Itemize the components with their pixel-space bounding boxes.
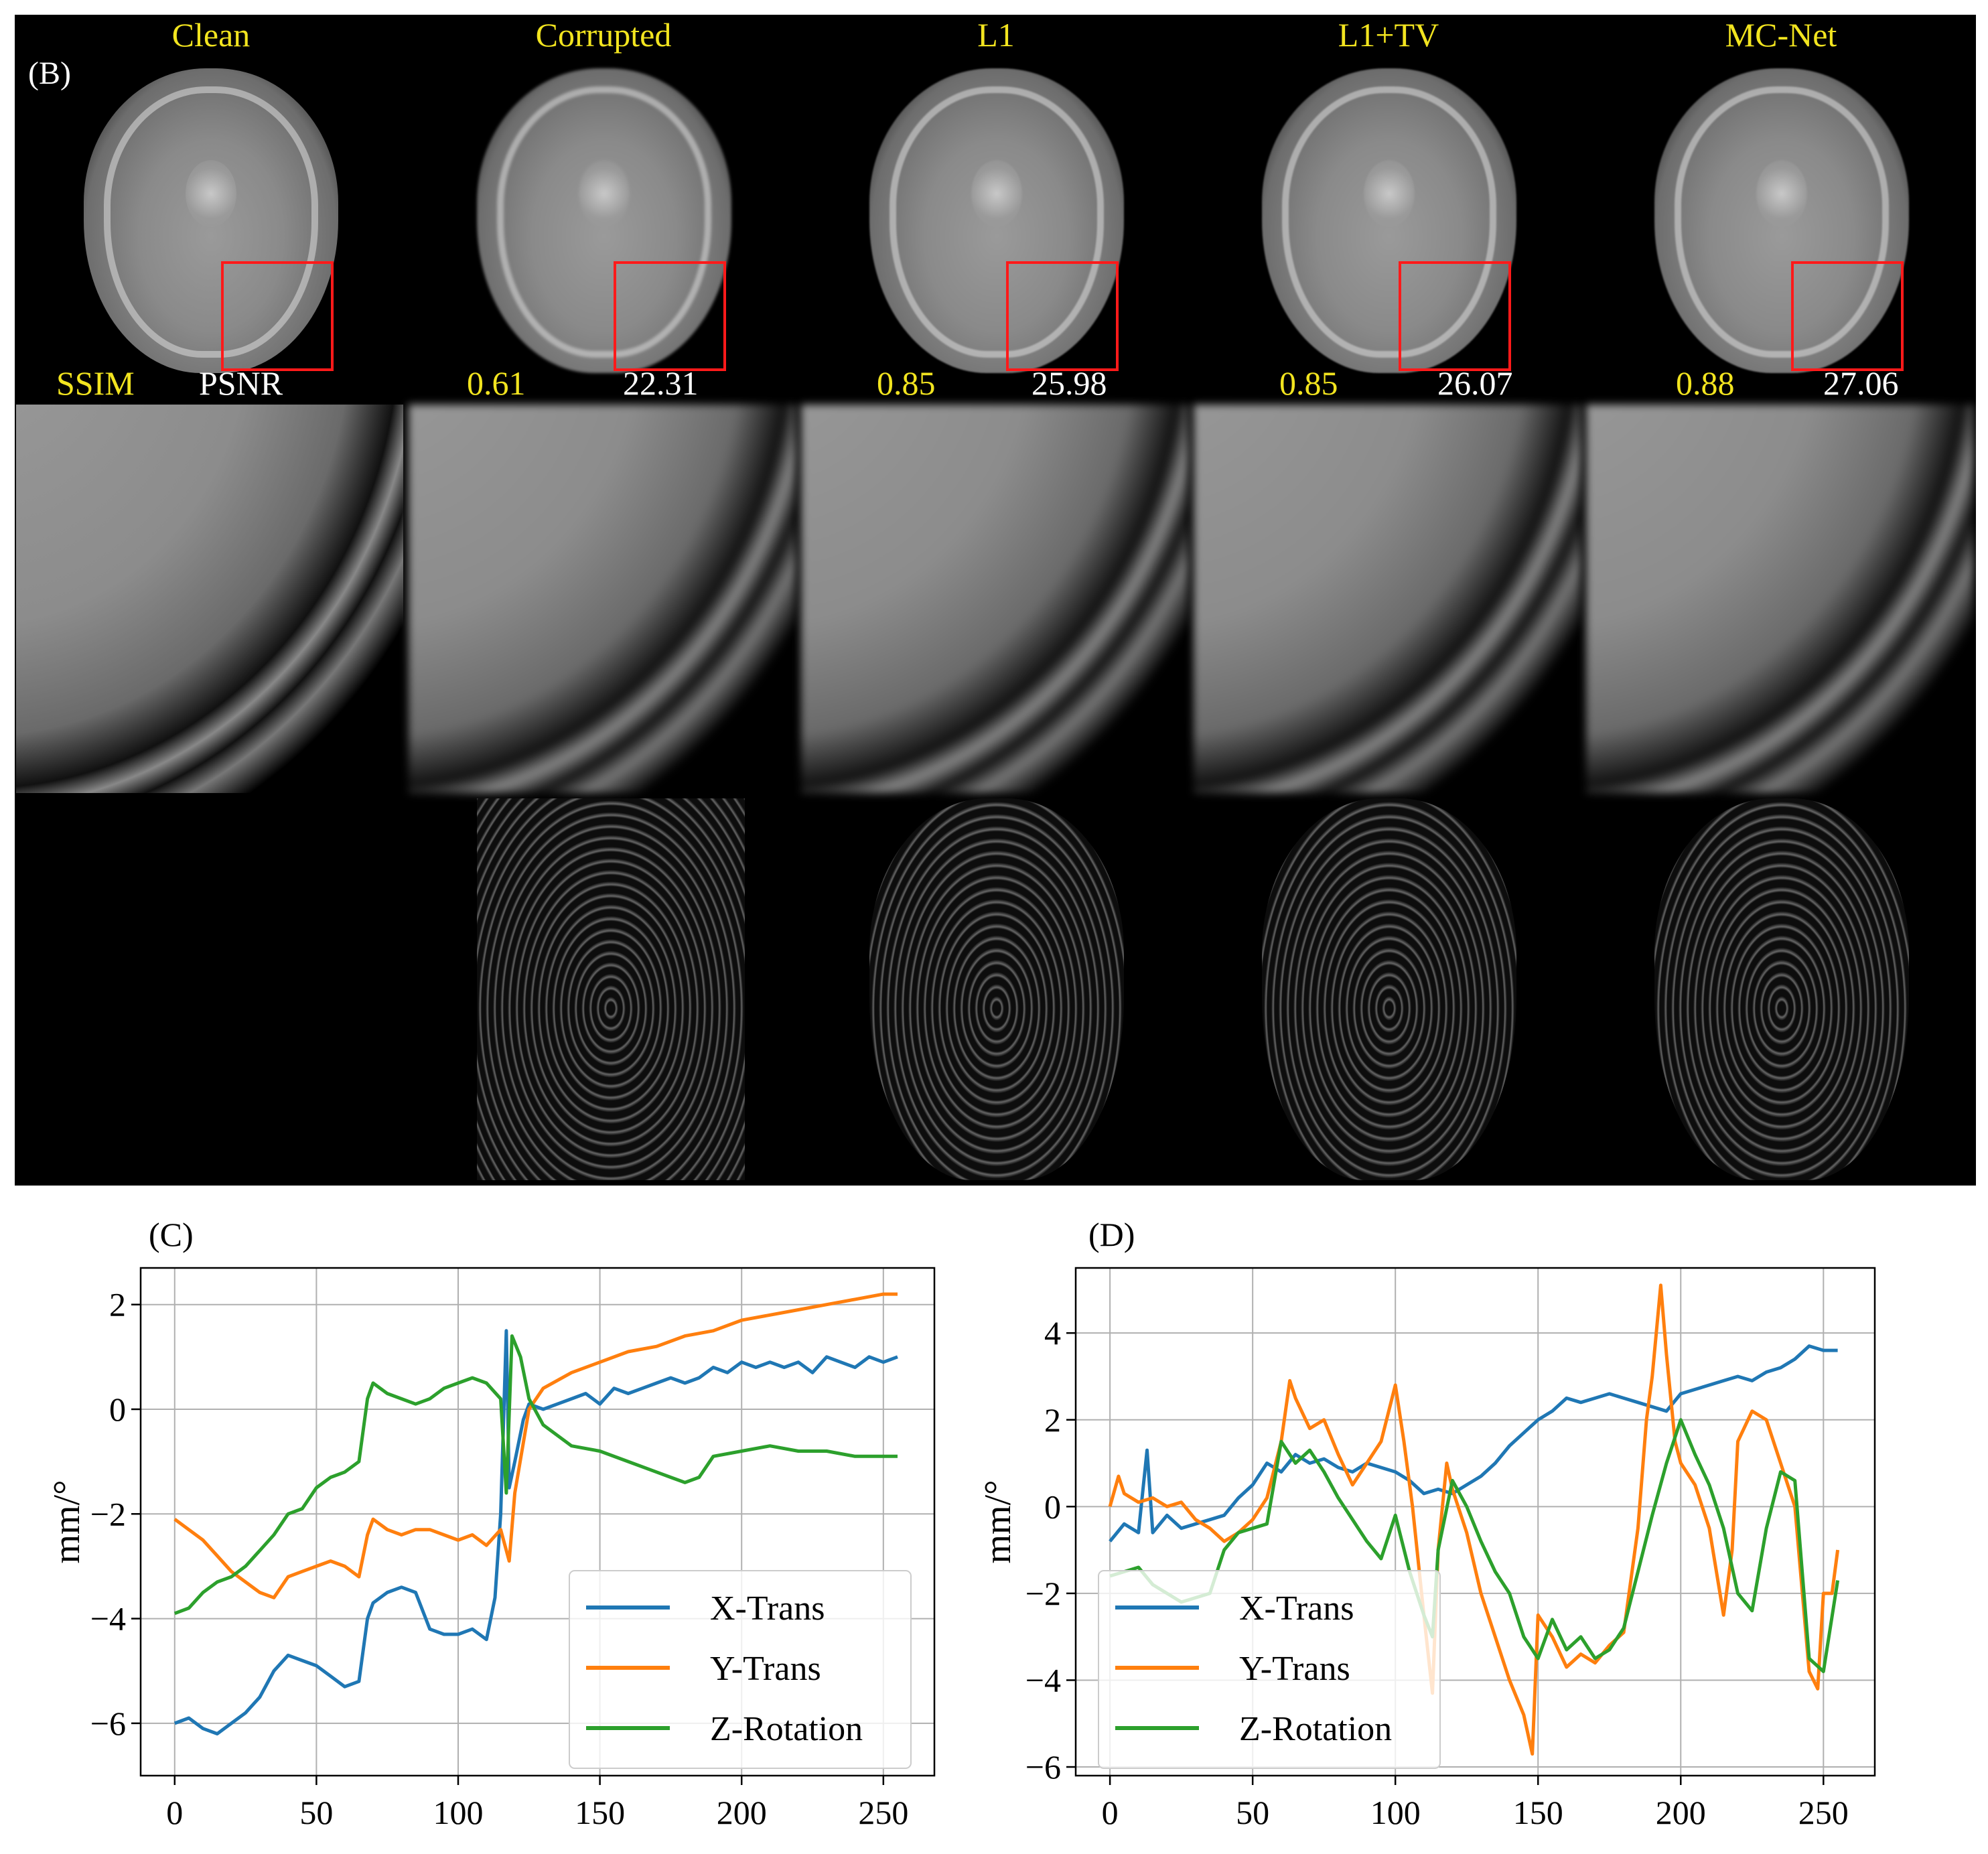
- psnr-label: PSNR: [199, 364, 283, 402]
- column-title-l1-tv: L1+TV: [1338, 16, 1439, 54]
- chart-d-series-line-z-rotation: [1109, 1418, 1840, 1673]
- ssim-value-mc-net: 0.88: [1676, 364, 1735, 402]
- chart-d-legend-entry: Y-Trans: [1239, 1650, 1350, 1688]
- ssim-value-corrupted: 0.61: [467, 364, 526, 402]
- roi-box-corrupted: [614, 261, 726, 371]
- error-map-l1-tv: [1262, 798, 1516, 1180]
- zoom-crop-l1-tv: [1194, 405, 1581, 793]
- chart-c-series-line-z-rotation: [173, 1334, 898, 1616]
- chart-d-x-tick-label: 150: [1513, 1794, 1563, 1831]
- chart-d-x-tick-label: 0: [1102, 1794, 1119, 1831]
- ssim-value-l1-tv: 0.85: [1279, 364, 1338, 402]
- chart-d-x-tick-label: 250: [1798, 1794, 1849, 1831]
- roi-box-mc-net: [1791, 261, 1904, 371]
- column-title-clean: Clean: [171, 16, 251, 54]
- chart-d-x-tick-label: 100: [1370, 1794, 1421, 1831]
- psnr-value-corrupted: 22.31: [623, 364, 699, 402]
- roi-box-l1: [1006, 261, 1119, 371]
- chart-c-y-tick-label: −6: [90, 1705, 126, 1742]
- roi-box-clean: [221, 261, 334, 371]
- chart-d-legend-box: [1098, 1570, 1441, 1769]
- brain-image-l1-tv: [1262, 68, 1516, 373]
- psnr-value-l1-tv: 26.07: [1437, 364, 1513, 402]
- error-map-mc-net: [1654, 798, 1909, 1180]
- chart-d-y-tick-label: −4: [1025, 1661, 1061, 1699]
- ssim-value-l1: 0.85: [877, 364, 936, 402]
- brain-image-l1: [869, 68, 1124, 373]
- chart-c-x-tick-label: 250: [858, 1794, 908, 1831]
- chart-c-y-tick-label: 2: [109, 1286, 126, 1324]
- chart-d-y-tick-label: −2: [1025, 1575, 1061, 1612]
- chart-c-x-tick-label: 50: [299, 1794, 333, 1831]
- chart-c-panel-label: (C): [149, 1216, 194, 1253]
- chart-d-y-tick-label: 0: [1044, 1488, 1061, 1525]
- error-map-corrupted: [477, 798, 745, 1180]
- chart-d-panel-label: (D): [1088, 1216, 1135, 1253]
- brain-image-clean: [84, 68, 338, 373]
- chart-c-x-tick-label: 100: [433, 1794, 484, 1831]
- panel-b-label: (B): [28, 56, 71, 91]
- chart-c-legend-entry: Z-Rotation: [710, 1710, 863, 1748]
- chart-d-plot-frame: [1074, 1267, 1876, 1777]
- chart-c-legend-entry: X-Trans: [710, 1589, 825, 1628]
- brain-image-corrupted: [477, 68, 731, 373]
- chart-d-series-line-y-trans: [1108, 1283, 1840, 1756]
- chart-c-x-tick-label: 150: [575, 1794, 625, 1831]
- chart-c-y-tick-label: 0: [109, 1390, 126, 1428]
- chart-d-y-tick-label: 2: [1044, 1401, 1061, 1439]
- chart-d-x-tick-label: 200: [1656, 1794, 1706, 1831]
- chart-c-plot-frame: [139, 1267, 936, 1777]
- chart-c-y-tick-label: −2: [90, 1495, 126, 1532]
- chart-d-y-tick-label: −6: [1025, 1748, 1061, 1786]
- chart-d-x-tick-label: 50: [1236, 1794, 1269, 1831]
- column-title-corrupted: Corrupted: [535, 16, 672, 54]
- zoom-crop-clean: [16, 405, 403, 793]
- chart-c-y-axis-label: mm/°: [46, 1480, 88, 1563]
- brain-image-mc-net: [1654, 68, 1909, 373]
- chart-c-series-line-y-trans: [173, 1292, 898, 1599]
- roi-box-l1-tv: [1399, 261, 1511, 371]
- chart-d-legend-entry: X-Trans: [1239, 1589, 1354, 1628]
- chart-d-series-line-x-trans: [1109, 1344, 1838, 1543]
- chart-c-x-tick-label: 200: [717, 1794, 767, 1831]
- psnr-value-mc-net: 27.06: [1823, 364, 1899, 402]
- zoom-crop-corrupted: [409, 405, 796, 793]
- zoom-crop-l1: [801, 405, 1188, 793]
- psnr-value-l1: 25.98: [1032, 364, 1107, 402]
- chart-c-legend-box: [569, 1570, 912, 1769]
- chart-d-legend-entry: Z-Rotation: [1239, 1710, 1392, 1748]
- chart-d-y-axis-label: mm/°: [977, 1480, 1019, 1563]
- column-title-mc-net: MC-Net: [1725, 16, 1837, 54]
- chart-c-legend-entry: Y-Trans: [710, 1650, 821, 1688]
- error-map-l1: [869, 798, 1124, 1180]
- chart-d-y-tick-label: 4: [1044, 1314, 1061, 1352]
- chart-c-x-tick-label: 0: [166, 1794, 183, 1831]
- chart-c-series-line-x-trans: [173, 1329, 898, 1735]
- chart-c-y-tick-label: −4: [90, 1600, 126, 1638]
- zoom-crop-mc-net: [1586, 405, 1973, 793]
- column-title-l1: L1: [977, 16, 1015, 54]
- image-comparison-panel: (B) Clean Corrupted L1 L1+TV MC-Net SSIM…: [15, 15, 1976, 1186]
- ssim-label: SSIM: [56, 364, 135, 402]
